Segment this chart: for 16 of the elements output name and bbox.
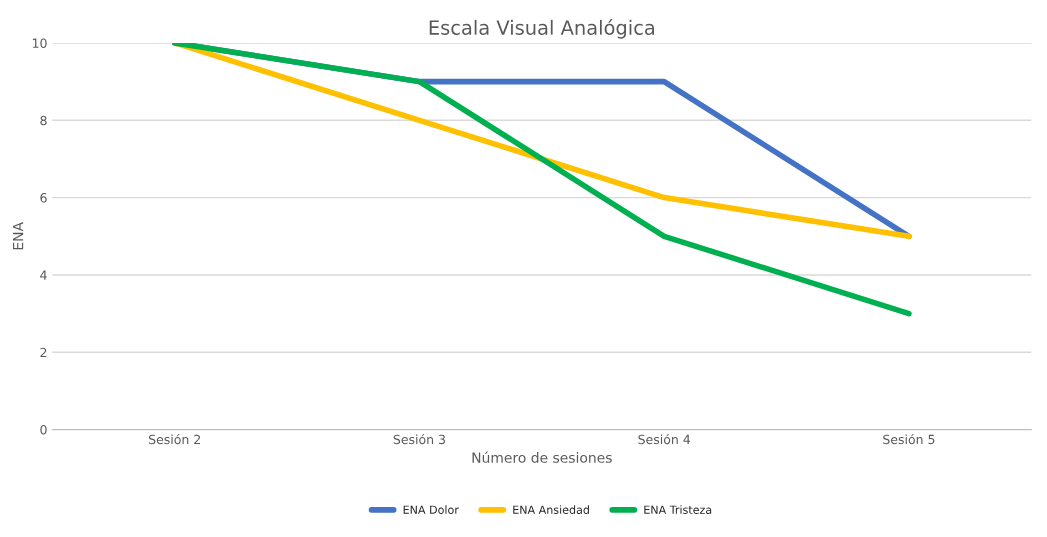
x-axis-title: Número de sesiones xyxy=(472,451,612,463)
chart-title: Escala Visual Analógica xyxy=(429,19,655,39)
x-tick-label: Sesión 5 xyxy=(883,433,935,445)
y-tick-label: 0 xyxy=(40,425,47,435)
legend-label: ENA Ansiedad xyxy=(513,505,589,514)
y-tick-label: 6 xyxy=(40,193,47,203)
legend-label: ENA Dolor xyxy=(403,505,459,514)
y-tick-label: 10 xyxy=(32,38,47,48)
y-axis-title: ENA xyxy=(13,222,24,250)
x-tick-label: Sesión 4 xyxy=(638,433,691,445)
y-tick-label: 4 xyxy=(40,270,47,280)
x-tick-label: Sesión 2 xyxy=(148,433,201,445)
y-tick-label: 8 xyxy=(40,115,47,126)
legend-label: ENA Tristeza xyxy=(644,505,712,514)
x-tick-label: Sesión 3 xyxy=(393,433,446,445)
y-tick-label: 2 xyxy=(40,347,47,358)
